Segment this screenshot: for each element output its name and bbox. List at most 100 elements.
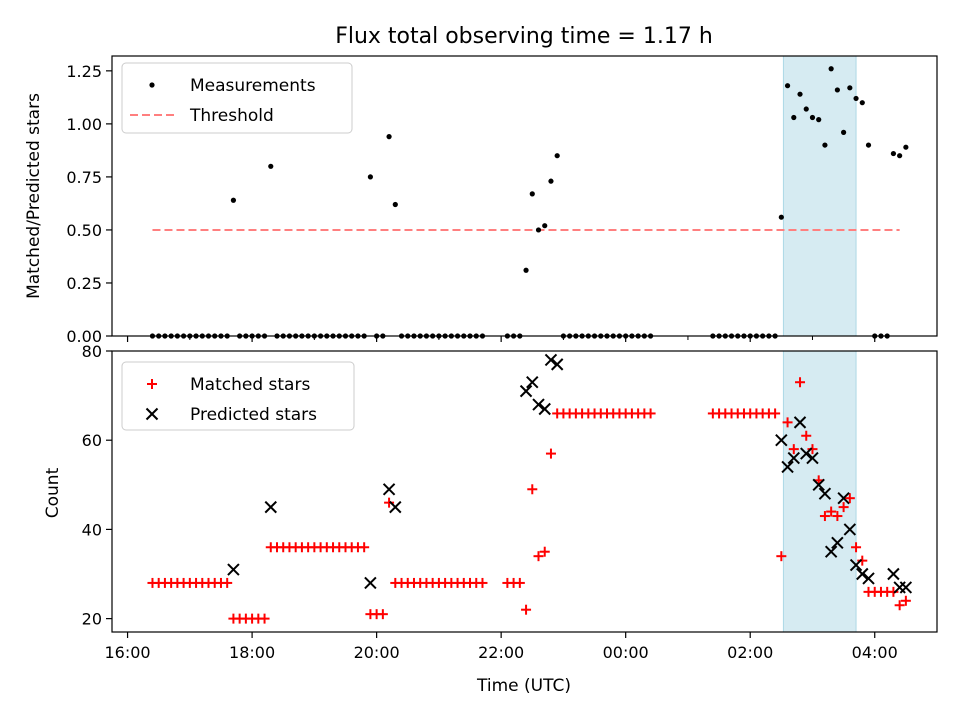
- legend-label: Matched stars: [190, 375, 310, 395]
- measurement-point: [897, 153, 903, 159]
- x-tick-label: 18:00: [229, 643, 275, 662]
- legend-label: Threshold: [189, 106, 274, 126]
- legend-label: Measurements: [190, 76, 316, 96]
- matched-star-marker: [832, 511, 843, 522]
- predicted-star-marker: [519, 384, 533, 398]
- predicted-star-marker: [806, 451, 819, 465]
- measurement-point: [828, 66, 834, 72]
- measurement-point: [529, 191, 535, 197]
- predicted-star-marker: [899, 581, 913, 594]
- predicted-star-marker: [812, 478, 825, 492]
- legend-box: [121, 361, 355, 431]
- highlight-span: [782, 55, 857, 337]
- x-tick-label: 00:00: [603, 643, 649, 662]
- measurement-point: [548, 178, 554, 184]
- x-tick-label: 04:00: [852, 643, 898, 662]
- matched-star-marker: [147, 379, 157, 389]
- predicted-star-marker: [787, 451, 800, 465]
- matched-star-marker: [545, 448, 556, 459]
- measurement-point: [392, 201, 398, 208]
- predicted-star-marker: [538, 402, 551, 416]
- matched-star-marker: [384, 497, 395, 508]
- measurement-point: [803, 106, 809, 112]
- measurement-point: [784, 83, 791, 89]
- y-tick-label: 0.75: [66, 168, 102, 187]
- measurement-point: [834, 87, 840, 93]
- predicted-star-marker: [781, 460, 794, 474]
- measurement-point: [816, 117, 822, 123]
- matched-star-marker: [807, 444, 818, 455]
- legend-marker-measurements: [149, 82, 155, 88]
- legend-box: [121, 62, 353, 134]
- measurement-point: [230, 197, 237, 203]
- measurement-point: [542, 223, 548, 229]
- predicted-star-marker: [526, 376, 539, 389]
- matched-star-marker: [359, 542, 370, 553]
- legend-label: Predicted stars: [190, 405, 317, 425]
- predicted-star-marker: [544, 353, 558, 367]
- predicted-star-marker: [856, 567, 869, 581]
- predicted-star-marker: [382, 483, 396, 496]
- chart-title: Flux total observing time = 1.17 h: [335, 24, 713, 49]
- bottom-panel: 20 40 60 80 16:00 18:00 20:00 22:00 00:00 02:00 04…: [82, 342, 938, 662]
- predicted-star-marker: [227, 563, 240, 576]
- matched-star-marker: [894, 600, 905, 611]
- matched-star-marker: [222, 577, 233, 588]
- measurement-point: [523, 267, 529, 273]
- predicted-star-marker: [837, 491, 850, 505]
- matched-star-marker: [539, 546, 550, 557]
- predicted-star-marker: [893, 581, 906, 594]
- matched-star-marker: [477, 577, 488, 588]
- matched-star-marker: [788, 444, 799, 455]
- measurement-point: [865, 142, 872, 148]
- predicted-star-marker: [818, 487, 832, 500]
- y-tick-label: 0.50: [66, 221, 102, 240]
- top-panel: 0.00 0.25 0.50 0.75 1.00 1.25 Measurements Thre…: [66, 55, 938, 346]
- y-tick-label: 1.00: [66, 115, 102, 134]
- measurement-point: [822, 142, 828, 148]
- matched-star-marker: [857, 555, 868, 566]
- matched-star-marker: [514, 577, 525, 588]
- y-tick-label: 60: [82, 431, 102, 450]
- predicted-star-marker: [824, 545, 838, 558]
- matched-star-marker: [770, 408, 781, 419]
- plot-frame: [111, 55, 938, 337]
- matched-star-marker: [851, 542, 862, 553]
- predicted-star-marker: [145, 407, 159, 421]
- matched-star-marker: [533, 551, 544, 562]
- measurement-point: [535, 227, 542, 233]
- measurement-point: [859, 100, 865, 106]
- predicted-star-marker: [800, 447, 813, 460]
- measurement-point: [809, 114, 816, 121]
- y-tick-label: 0.00: [66, 327, 102, 346]
- matched-star-marker: [776, 551, 787, 562]
- plot-frame: [111, 350, 938, 633]
- y-tick-label: 0.25: [66, 274, 102, 293]
- matched-star-marker: [259, 613, 270, 624]
- matched-star-marker: [527, 484, 538, 495]
- y-tick-label: 20: [82, 610, 102, 629]
- matched-star-marker: [838, 502, 849, 513]
- predicted-star-marker: [843, 523, 857, 536]
- y-tick-label: 40: [82, 520, 102, 539]
- predicted-star-marker: [532, 398, 545, 411]
- x-tick-label: 20:00: [354, 643, 400, 662]
- predicted-star-marker: [849, 558, 863, 572]
- matched-star-marker: [900, 595, 911, 606]
- predicted-star-marker: [887, 567, 900, 581]
- x-axis-label: Time (UTC): [476, 676, 571, 696]
- matched-star-marker: [795, 377, 806, 388]
- top-ylabel: Matched/Predicted stars: [24, 93, 44, 299]
- predicted-star-marker: [862, 572, 875, 585]
- predicted-star-marker: [389, 500, 402, 514]
- predicted-star-marker: [550, 358, 564, 371]
- measurement-point: [903, 144, 909, 150]
- x-tick-label: 16:00: [105, 643, 151, 662]
- matched-star-marker: [888, 586, 899, 597]
- bottom-ylabel: Count: [43, 467, 63, 518]
- measurement-point: [841, 129, 847, 135]
- measurement-point: [367, 174, 373, 180]
- matched-star-marker: [377, 609, 388, 620]
- measurement-point: [778, 214, 784, 220]
